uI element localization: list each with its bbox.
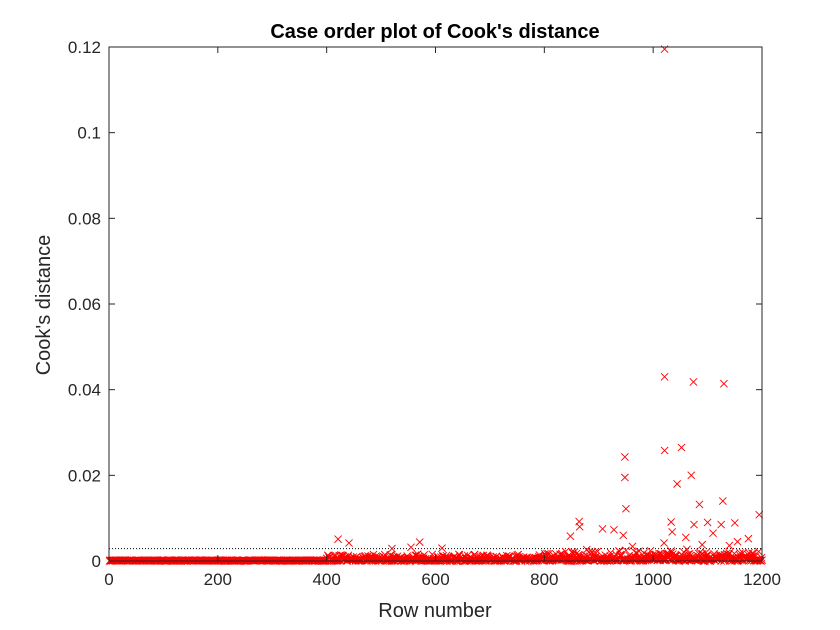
y-axis-title: Cook's distance — [33, 235, 55, 376]
data-point — [717, 520, 726, 529]
data-point — [719, 379, 728, 388]
data-point — [682, 545, 691, 554]
data-point — [620, 473, 629, 482]
x-axis-title: Row number — [378, 600, 492, 622]
data-point — [718, 497, 727, 505]
data-point — [622, 546, 630, 555]
data-point — [681, 533, 690, 542]
data-point — [673, 479, 682, 488]
data-point — [593, 547, 602, 556]
data-point — [668, 527, 677, 536]
data-point — [575, 522, 584, 531]
data-point — [407, 543, 415, 552]
data-point — [660, 372, 669, 381]
data-point — [345, 539, 353, 547]
data-point — [660, 446, 669, 455]
data-point — [703, 518, 712, 527]
data-point — [667, 518, 676, 526]
data-point — [695, 500, 704, 509]
x-tick-label: 0 — [104, 570, 113, 589]
x-tick-label: 1000 — [634, 570, 672, 589]
y-tick-label: 0.02 — [68, 466, 101, 485]
y-tick-label: 0 — [92, 552, 101, 571]
data-point — [334, 535, 343, 544]
data-point — [754, 556, 763, 564]
data-point — [748, 549, 757, 558]
data-point — [730, 518, 739, 527]
y-tick-label: 0.12 — [68, 38, 101, 57]
y-tick-label: 0.1 — [77, 124, 101, 143]
data-point — [568, 547, 577, 556]
data-point — [620, 452, 629, 461]
data-point — [566, 532, 575, 541]
x-tick-label: 800 — [530, 570, 558, 589]
y-tick-label: 0.08 — [68, 209, 101, 228]
chart-title: Case order plot of Cook's distance — [270, 21, 599, 43]
data-point — [415, 538, 424, 547]
data-point — [622, 504, 630, 513]
data-point — [610, 525, 618, 534]
data-point — [660, 539, 668, 547]
data-point — [438, 544, 446, 553]
x-tick-label: 1200 — [743, 570, 781, 589]
data-point — [628, 542, 637, 551]
data-point — [725, 541, 734, 550]
data-point — [698, 540, 707, 549]
data-point — [606, 548, 615, 557]
data-point — [735, 551, 744, 559]
x-tick-label: 400 — [312, 570, 340, 589]
y-tick-label: 0.04 — [68, 381, 101, 400]
axes: 0 200 400 600 800 1000 1200 0 0.02 0.04 0.06 0.08 0.… — [68, 38, 781, 589]
data-point — [757, 553, 766, 562]
data-point — [619, 531, 628, 540]
data-point — [754, 547, 763, 556]
data-point — [598, 524, 607, 533]
data-point — [733, 537, 742, 546]
data-point — [388, 544, 396, 553]
data-point — [690, 520, 698, 529]
x-tick-label: 600 — [421, 570, 449, 589]
x-tick-label: 200 — [204, 570, 232, 589]
data-point — [744, 534, 753, 543]
data-point — [709, 529, 717, 538]
data-point — [677, 443, 686, 452]
y-tick-label: 0.06 — [68, 295, 101, 314]
data-point — [687, 471, 696, 480]
data-point — [689, 378, 698, 386]
